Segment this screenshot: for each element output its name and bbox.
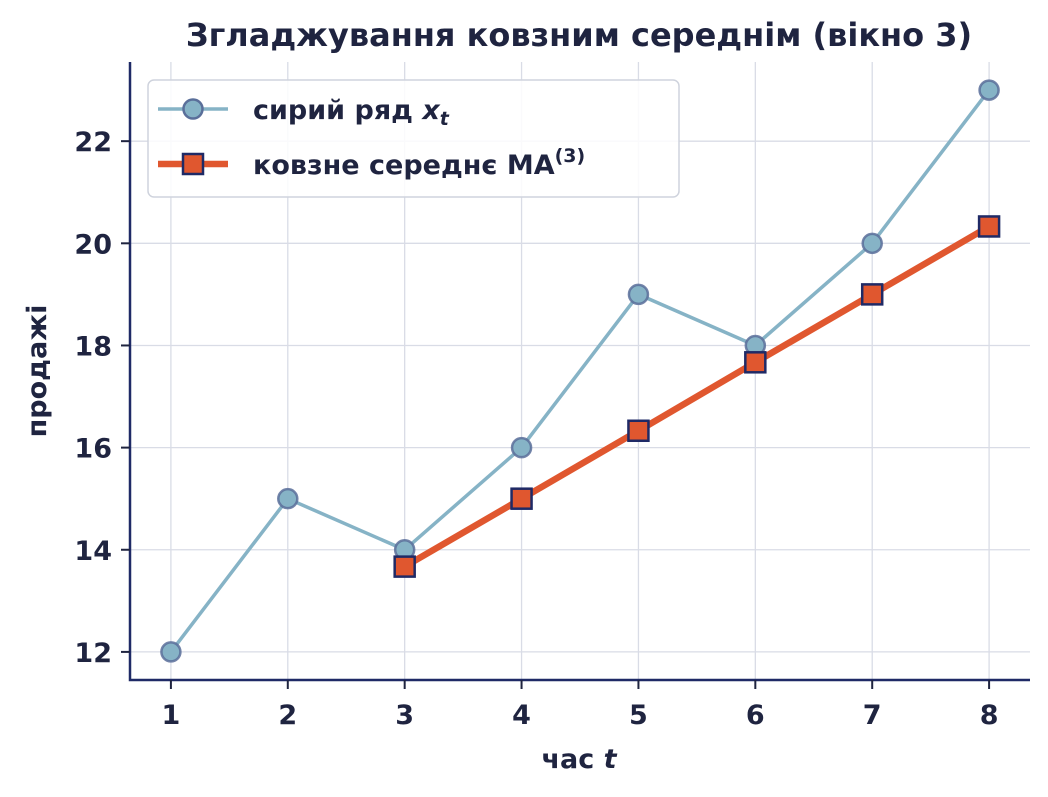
chart-title: Згладжування ковзним середнім (вікно 3) (186, 16, 972, 54)
y-tick-label: 16 (74, 434, 112, 465)
legend-ma-label: ковзне середнє MA(3) (253, 145, 585, 181)
legend-raw-marker (182, 98, 204, 120)
series-point-1 (393, 555, 416, 578)
y-tick-label: 14 (74, 536, 112, 567)
series-point-1 (744, 351, 767, 374)
x-tick-label: 3 (395, 700, 414, 731)
legend-raw-sub: t (440, 108, 450, 130)
legend-raw-label: сирий ряд xt (253, 95, 450, 130)
series-line-0 (169, 88, 991, 654)
x-tick-label: 2 (278, 700, 297, 731)
legend-entry-raw: сирий ряд xt (158, 95, 450, 130)
series-point-0 (510, 436, 533, 459)
y-tick-label: 22 (74, 127, 112, 158)
legend-ma-sup: (3) (555, 145, 586, 167)
x-axis-label-var: t (604, 744, 618, 775)
series-point-0 (277, 487, 299, 510)
legend-entry-ma: ковзне середнє MA(3) (158, 145, 585, 181)
series-point-1 (860, 283, 884, 306)
y-axis-label: продажі (22, 305, 53, 438)
x-axis-label-text: час (541, 744, 594, 775)
series-point-1 (627, 419, 650, 443)
axes-spines (128, 62, 1030, 682)
x-tick-label: 1 (162, 700, 181, 731)
x-tick-label: 8 (980, 700, 999, 731)
y-tick-label: 20 (74, 229, 112, 260)
x-axis-label: час t (541, 744, 617, 775)
series-line-1 (401, 223, 993, 570)
series-point-0 (160, 641, 182, 663)
legend-ma-name: ковзне середнє MA (253, 150, 555, 181)
series-point-1 (510, 487, 533, 510)
x-tick-label: 4 (512, 700, 531, 731)
series-point-0 (861, 232, 883, 255)
legend: сирий ряд xt ковзне середнє MA(3) (147, 79, 680, 198)
x-tick-label: 5 (629, 700, 648, 731)
x-tick-label: 7 (863, 700, 882, 731)
legend-ma-marker (181, 152, 205, 176)
series-point-1 (977, 215, 1001, 238)
y-tick-label: 18 (74, 331, 112, 362)
legend-frame (147, 79, 680, 198)
legend-raw-var: x (420, 95, 441, 126)
y-tick-label: 12 (74, 638, 112, 669)
series-point-0 (978, 79, 1000, 101)
series-point-0 (627, 283, 650, 306)
x-tick-label: 6 (746, 700, 765, 731)
series-layer (160, 79, 1001, 663)
legend-raw-name: сирий ряд (253, 95, 413, 126)
